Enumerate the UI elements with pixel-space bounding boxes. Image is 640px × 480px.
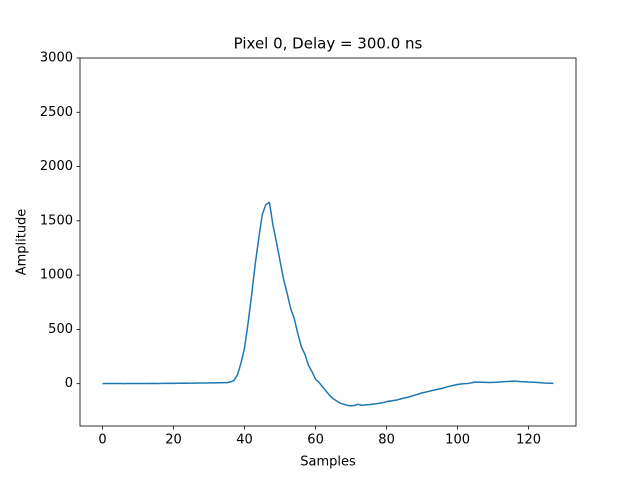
plot-frame	[79, 57, 577, 427]
y-tick-label: 1500	[40, 213, 73, 228]
x-tick-label: 60	[307, 433, 324, 448]
x-tick-label: 20	[165, 433, 182, 448]
y-tick-label: 500	[48, 322, 73, 337]
y-tick-label: 1000	[40, 268, 73, 283]
y-axis-label: Amplitude	[15, 209, 30, 276]
y-tick-label: 0	[65, 376, 73, 391]
y-tick-label: 3000	[40, 51, 73, 66]
y-tick-label: 2000	[40, 159, 73, 174]
x-axis-label: Samples	[300, 455, 356, 470]
x-tick-label: 40	[236, 433, 253, 448]
x-tick-label: 80	[378, 433, 395, 448]
x-tick-label: 120	[516, 433, 541, 448]
x-tick-label: 0	[98, 433, 106, 448]
x-tick-label: 100	[445, 433, 470, 448]
y-tick-label: 2500	[40, 105, 73, 120]
data-line	[102, 201, 554, 407]
chart-title: Pixel 0, Delay = 300.0 ns	[234, 35, 423, 53]
